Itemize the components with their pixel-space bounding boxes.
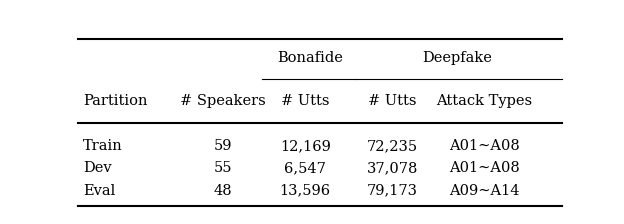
Text: 59: 59 [214, 139, 232, 153]
Text: 6,547: 6,547 [285, 161, 326, 175]
Text: 79,173: 79,173 [367, 184, 418, 198]
Text: Partition: Partition [83, 94, 147, 108]
Text: 48: 48 [214, 184, 232, 198]
Text: A09∼A14: A09∼A14 [449, 184, 519, 198]
Text: Train: Train [83, 139, 122, 153]
Text: Dev: Dev [83, 161, 112, 175]
Text: # Utts: # Utts [368, 94, 417, 108]
Text: A01∼A08: A01∼A08 [449, 161, 520, 175]
Text: 55: 55 [214, 161, 232, 175]
Text: # Speakers: # Speakers [180, 94, 266, 108]
Text: 72,235: 72,235 [367, 139, 418, 153]
Text: 37,078: 37,078 [367, 161, 418, 175]
Text: A01∼A08: A01∼A08 [449, 139, 520, 153]
Text: 13,596: 13,596 [280, 184, 331, 198]
Text: Bonafide: Bonafide [277, 51, 343, 65]
Text: Deepfake: Deepfake [422, 51, 492, 65]
Text: 12,169: 12,169 [280, 139, 331, 153]
Text: Eval: Eval [83, 184, 115, 198]
Text: # Utts: # Utts [281, 94, 329, 108]
Text: Attack Types: Attack Types [436, 94, 532, 108]
